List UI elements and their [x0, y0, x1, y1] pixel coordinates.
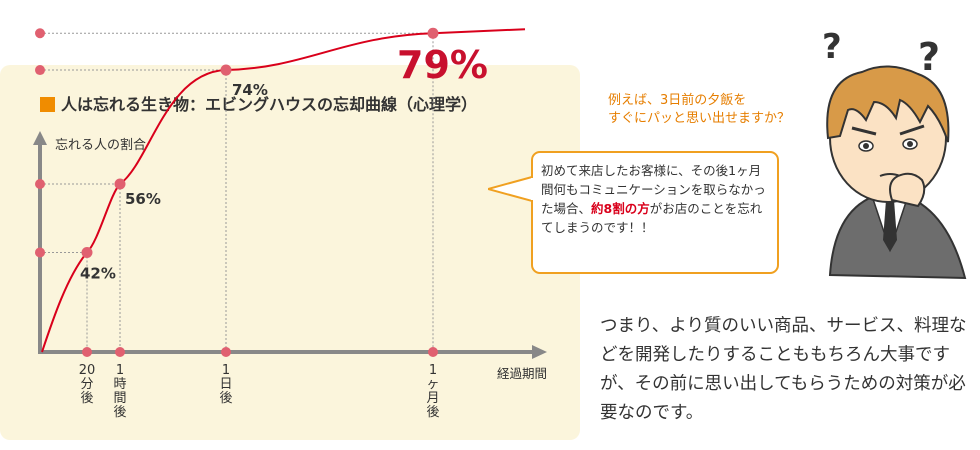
x-tick-label-3: 1 ヶ月後 [426, 363, 439, 420]
x-axis-dot-0 [82, 347, 92, 357]
question-text: 例えば、3日前の夕飯を すぐにパッと思い出せますか？ [608, 93, 791, 126]
x-tick-label-2: 1 日後 [219, 363, 232, 406]
hand [889, 172, 926, 208]
x-tick-label-1: 1 時間後 [113, 363, 126, 420]
body-text: つまり、より質のいい商品、サービス、料理などを開発したりすることももちろん大事で… [600, 316, 967, 423]
callout-tail [488, 175, 537, 203]
y-axis-dot-1 [35, 179, 45, 189]
y-axis-arrow [33, 131, 47, 145]
thinking-person-illustration: ? ? [822, 27, 967, 280]
x-axis-label: 経過期間 [497, 366, 547, 381]
x-axis-arrow [532, 345, 547, 359]
data-label-1: 56% [125, 190, 161, 208]
callout-text: 初めて来店したお客様に、その後1ヶ月間何もコミュニケーションを取らなかった場合、… [541, 163, 766, 235]
y-axis-dot-0 [35, 247, 45, 258]
right-brow [899, 124, 925, 136]
y-axis-dot-3 [35, 28, 45, 39]
data-point-2 [220, 64, 232, 76]
y-axis-label: 忘れる人の割合 [55, 137, 146, 153]
question-mark-2: ? [918, 35, 940, 79]
data-label-2: 74% [232, 81, 268, 99]
forgetting-curve-chart: 忘れる人の割合 経過期間 42% 56% 74% 79% 20 分後 1 時間後 1 日後 1 ヶ月後 [33, 27, 547, 420]
data-point-1 [114, 178, 126, 190]
x-axis-dot-3 [428, 347, 438, 357]
hair [826, 65, 950, 143]
data-label-highlight: 79% [397, 43, 488, 87]
data-point-3 [427, 27, 439, 39]
callout-bubble [531, 151, 779, 274]
title-square-icon [40, 97, 55, 112]
y-axis-dot-2 [35, 65, 45, 76]
callout-highlight: 約8割の方 [591, 201, 650, 216]
tie [883, 200, 897, 252]
question-mark-1: ? [822, 27, 842, 67]
x-axis-dot-1 [115, 347, 125, 357]
x-tick-label-0: 20 分後 [79, 363, 96, 406]
chart-title-text: 人は忘れる生き物：エビングハウスの忘却曲線（心理学） [61, 95, 478, 114]
data-label-0: 42% [80, 264, 116, 282]
left-brow [851, 126, 877, 136]
data-point-0 [81, 246, 93, 258]
forgetting-curve-line [41, 28, 526, 353]
chart-title: 人は忘れる生き物：エビングハウスの忘却曲線（心理学） [40, 91, 477, 115]
chart-panel [0, 65, 580, 440]
x-axis-dot-2 [221, 347, 231, 357]
